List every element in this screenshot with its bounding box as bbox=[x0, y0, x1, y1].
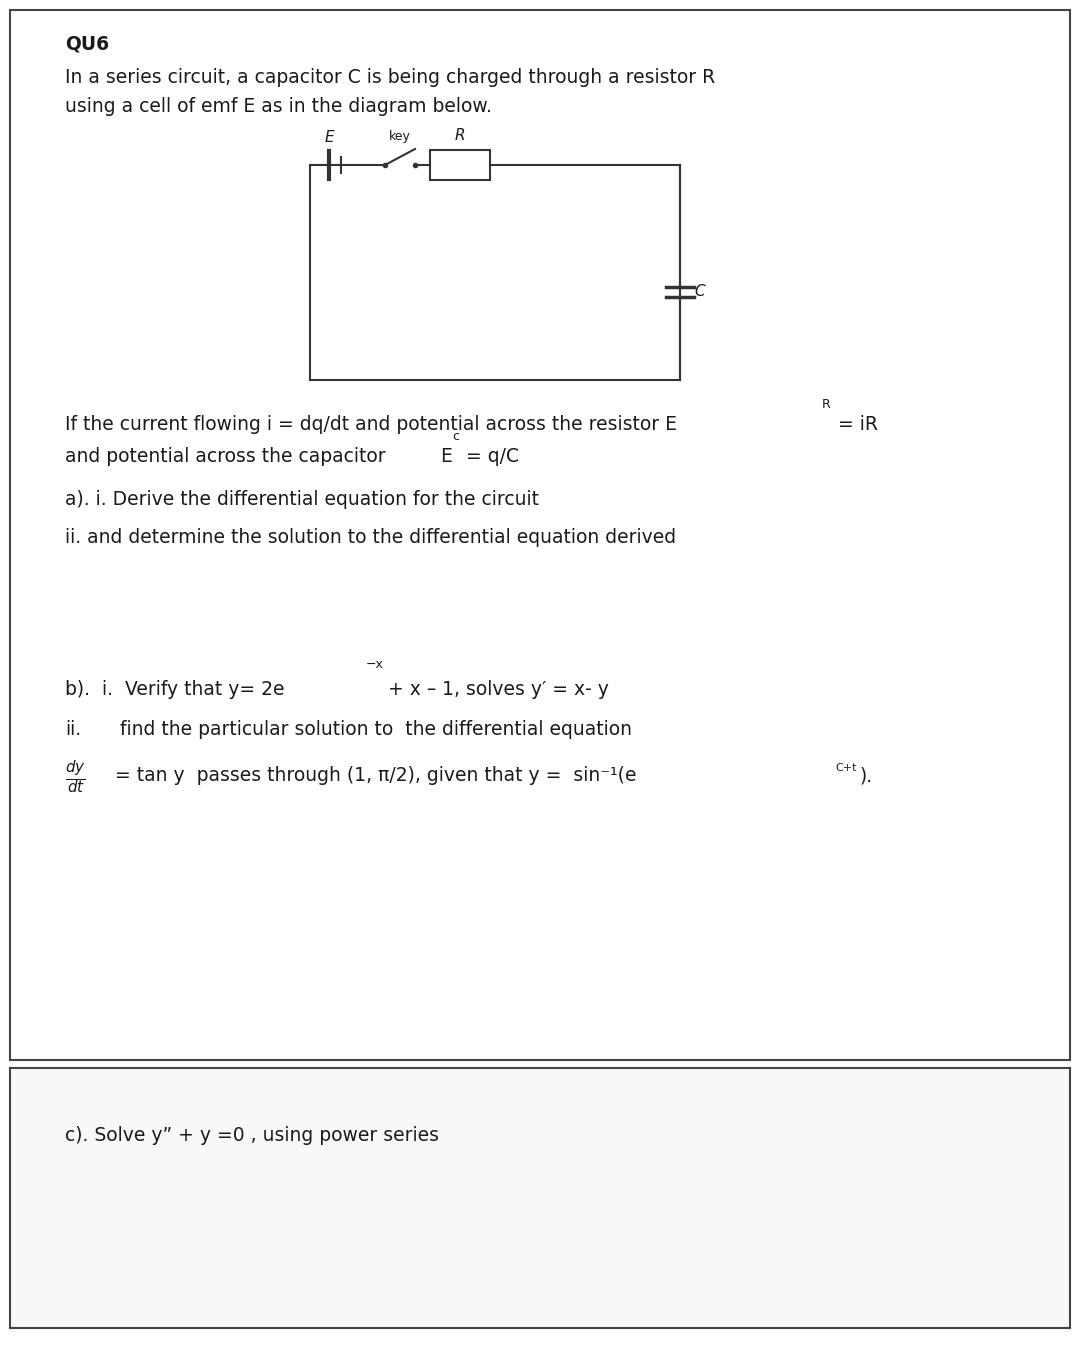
Text: b).  i.  Verify that y= 2e: b). i. Verify that y= 2e bbox=[65, 679, 284, 700]
Text: In a series circuit, a capacitor C is being charged through a resistor R: In a series circuit, a capacitor C is be… bbox=[65, 67, 715, 88]
Text: = tan y  passes through (1, π/2), given that y =  sin⁻¹(e: = tan y passes through (1, π/2), given t… bbox=[114, 766, 636, 785]
Text: E: E bbox=[324, 129, 334, 146]
Text: ii. and determine the solution to the differential equation derived: ii. and determine the solution to the di… bbox=[65, 528, 676, 547]
Text: $\frac{dy}{dt}$: $\frac{dy}{dt}$ bbox=[65, 758, 85, 795]
Text: QU6: QU6 bbox=[65, 35, 109, 54]
Text: + x – 1, solves y′ = x- y: + x – 1, solves y′ = x- y bbox=[382, 679, 609, 700]
Text: C: C bbox=[694, 284, 704, 299]
Text: −x: −x bbox=[366, 658, 383, 671]
Bar bbox=[10, 9, 1070, 1060]
Bar bbox=[430, 150, 490, 181]
Text: c: c bbox=[453, 430, 459, 443]
Text: c). Solve y” + y =0 , using power series: c). Solve y” + y =0 , using power series bbox=[65, 1126, 438, 1144]
Text: E: E bbox=[440, 448, 451, 466]
Text: key: key bbox=[389, 129, 410, 143]
Text: = iR: = iR bbox=[832, 415, 878, 434]
Text: ).: ). bbox=[860, 766, 873, 785]
Text: a). i. Derive the differential equation for the circuit: a). i. Derive the differential equation … bbox=[65, 491, 539, 510]
Text: R: R bbox=[455, 128, 465, 143]
Text: = q/C: = q/C bbox=[460, 448, 519, 466]
Text: using a cell of emf E as in the diagram below.: using a cell of emf E as in the diagram … bbox=[65, 97, 491, 116]
Bar bbox=[10, 1068, 1070, 1328]
Text: If the current flowing i = dq/dt and potential across the resistor E: If the current flowing i = dq/dt and pot… bbox=[65, 415, 677, 434]
Text: C+t: C+t bbox=[835, 763, 856, 772]
Text: find the particular solution to  the differential equation: find the particular solution to the diff… bbox=[120, 720, 632, 739]
Text: and potential across the capacitor: and potential across the capacitor bbox=[65, 448, 386, 466]
Text: ii.: ii. bbox=[65, 720, 81, 739]
Text: R: R bbox=[822, 398, 831, 411]
